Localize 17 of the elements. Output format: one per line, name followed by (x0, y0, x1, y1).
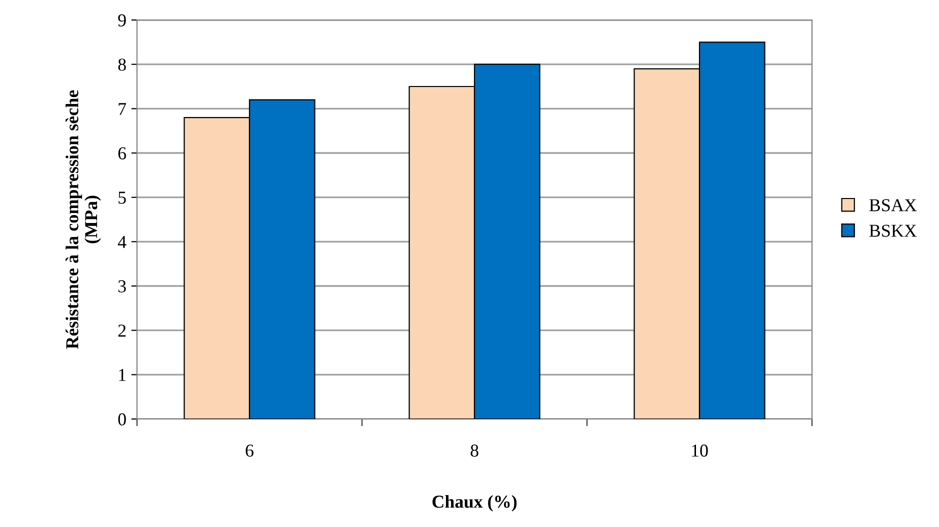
legend-label: BSKX (869, 224, 917, 237)
x-tick-label: 10 (692, 444, 708, 457)
y-tick-label: 2 (118, 324, 126, 337)
y-tick-label: 8 (118, 58, 126, 71)
y-tick-label: 4 (118, 236, 126, 248)
x-tick-label: 6 (246, 444, 254, 457)
y-tick-label: 1 (119, 369, 126, 381)
y-tick-label: 7 (118, 103, 126, 115)
x-axis-title: Chaux (%) (432, 495, 517, 512)
y-axis-title: Résistance à la compression sèche (MPa) (66, 90, 101, 349)
y-tick-label: 0 (118, 413, 126, 426)
y-tick-label: 6 (118, 147, 126, 160)
y-tick-label: 5 (118, 192, 126, 204)
y-tick-label: 3 (118, 280, 126, 292)
legend-label: BSAX (869, 199, 917, 212)
y-tick-label: 9 (118, 14, 126, 26)
x-tick-label: 8 (470, 444, 478, 457)
